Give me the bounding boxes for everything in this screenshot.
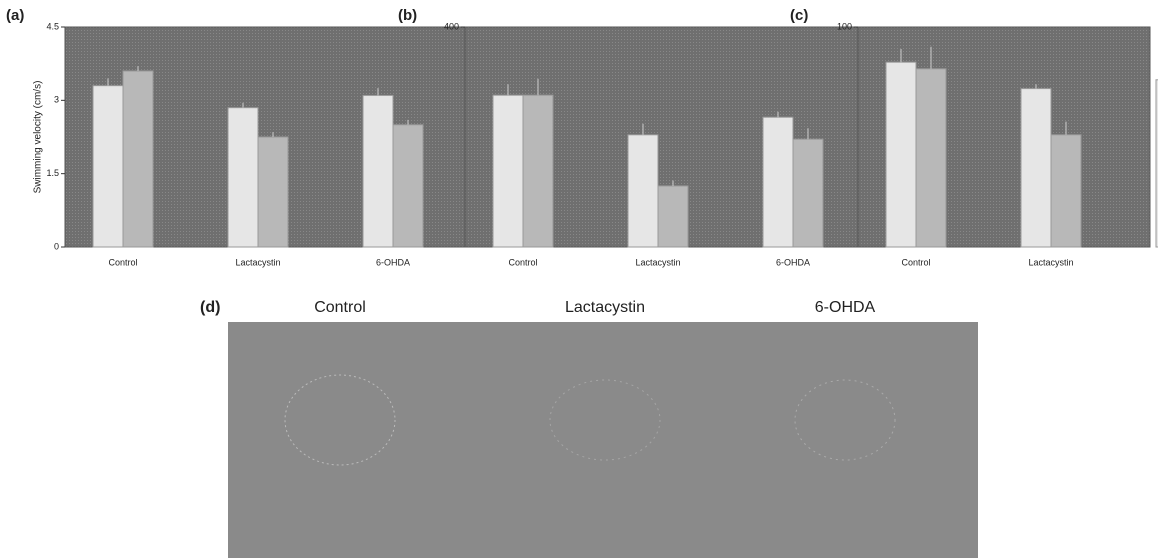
x-tick-label: Control [901, 257, 930, 267]
y-tick-label: 400 [444, 21, 459, 31]
bar [762, 116, 794, 248]
image-title: Control [314, 299, 366, 316]
bar [492, 94, 524, 248]
x-tick-label: Control [508, 257, 537, 267]
bar [122, 70, 154, 248]
x-tick-label: 6-OHDA [376, 257, 410, 267]
panel-label: (a) [6, 7, 24, 24]
bar [885, 61, 917, 248]
panel-label: (b) [398, 7, 417, 24]
bar [362, 94, 394, 248]
bar [915, 68, 947, 248]
panel-label: (d) [200, 299, 220, 316]
brain-section [794, 379, 896, 461]
bar [257, 136, 289, 248]
x-tick-label: Lactacystin [635, 257, 680, 267]
bar [1050, 134, 1082, 248]
y-tick-label: 3 [54, 95, 59, 105]
brain-section [549, 379, 661, 461]
bar [792, 138, 824, 248]
image-title: 6-OHDA [815, 299, 876, 316]
y-tick-label: 4.5 [46, 21, 59, 31]
y-tick-label: 100 [837, 21, 852, 31]
x-tick-label: Lactacystin [235, 257, 280, 267]
brain-section [284, 374, 396, 466]
x-tick-label: Lactacystin [1028, 257, 1073, 267]
bar [1020, 88, 1052, 248]
bar [657, 185, 689, 248]
bar [627, 134, 659, 248]
bar [1155, 79, 1158, 248]
x-tick-label: Control [108, 257, 137, 267]
bar [227, 107, 259, 248]
bar [92, 85, 124, 248]
y-axis-label: Swimming velocity (cm/s) [33, 81, 44, 194]
y-tick-label: 1.5 [46, 168, 59, 178]
bar [392, 124, 424, 248]
y-tick-label: 0 [54, 241, 59, 251]
image-title: Lactacystin [565, 299, 645, 316]
panel-label: (c) [790, 7, 808, 24]
x-tick-label: 6-OHDA [776, 257, 810, 267]
bar [522, 94, 554, 248]
micrograph [228, 322, 978, 558]
